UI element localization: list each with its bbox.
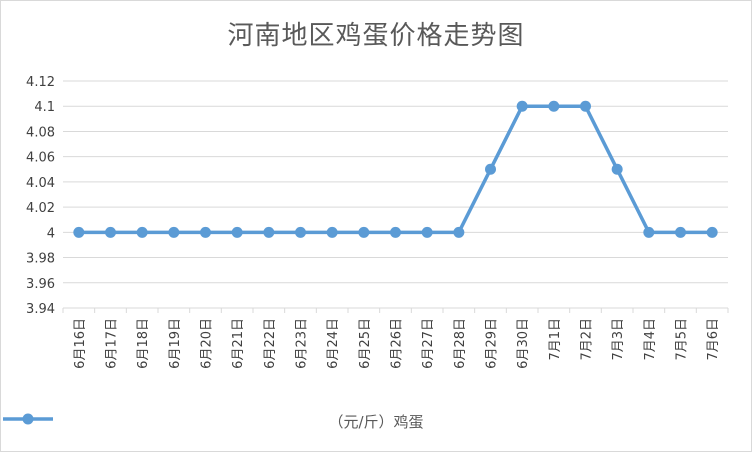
y-tick-label-6: 4.06	[26, 151, 55, 166]
x-tick-label-16: 7月2日	[580, 318, 595, 361]
data-point-15	[548, 100, 560, 112]
y-tick-label-4: 4.02	[26, 201, 55, 216]
x-tick-label-19: 7月5日	[675, 318, 690, 361]
x-tick-label-9: 6月25日	[358, 318, 373, 369]
data-point-3	[168, 226, 180, 238]
data-point-9	[358, 226, 370, 238]
data-point-1	[105, 226, 116, 238]
legend: （元/斤）鸡蛋	[1, 409, 751, 433]
legend-swatch	[3, 413, 53, 425]
data-point-13	[485, 163, 496, 175]
chart-title: 河南地区鸡蛋价格走势图	[227, 21, 525, 51]
y-tick-label-9: 4.12	[26, 75, 55, 90]
legend-label: （元/斤）鸡蛋	[328, 412, 424, 431]
x-tick-label-0: 6月16日	[73, 318, 88, 369]
x-tick-label-15: 7月1日	[548, 318, 563, 361]
y-tick-label-3: 4	[47, 226, 55, 241]
data-point-20	[706, 226, 718, 238]
x-tick-label-3: 6月19日	[168, 318, 183, 369]
x-tick-label-17: 7月3日	[611, 318, 626, 361]
y-tick-label-1: 3.96	[26, 277, 55, 292]
x-tick-label-7: 6月23日	[295, 318, 310, 369]
data-point-4	[200, 226, 211, 238]
x-tick-label-11: 6月27日	[421, 318, 436, 369]
data-point-7	[295, 226, 306, 238]
data-point-6	[263, 226, 275, 238]
data-point-12	[453, 226, 465, 238]
x-tick-label-2: 6月18日	[136, 318, 151, 369]
data-point-11	[421, 226, 433, 238]
x-tick-label-20: 7月6日	[706, 318, 721, 361]
data-point-17	[611, 163, 623, 175]
x-tick-label-1: 6月17日	[105, 318, 120, 369]
data-point-8	[326, 226, 338, 238]
data-point-2	[136, 226, 148, 238]
data-point-16	[580, 100, 591, 112]
x-tick-label-10: 6月26日	[390, 318, 405, 369]
y-tick-label-2: 3.98	[26, 252, 55, 267]
data-point-5	[231, 226, 243, 238]
x-tick-label-14: 6月30日	[516, 318, 531, 369]
data-point-18	[643, 226, 655, 238]
data-point-10	[390, 226, 401, 238]
x-tick-label-12: 6月28日	[453, 318, 468, 369]
x-tick-label-4: 6月20日	[200, 318, 215, 369]
y-tick-label-0: 3.94	[26, 302, 55, 317]
data-point-0	[73, 226, 85, 238]
x-tick-label-8: 6月24日	[326, 318, 341, 369]
data-point-19	[675, 226, 686, 238]
data-point-14	[516, 100, 528, 112]
y-tick-label-8: 4.1	[34, 100, 55, 115]
x-tick-label-13: 6月29日	[485, 318, 500, 369]
x-tick-label-6: 6月22日	[263, 318, 278, 369]
y-tick-label-7: 4.08	[26, 125, 55, 140]
x-tick-label-5: 6月21日	[231, 318, 246, 369]
y-tick-label-5: 4.04	[26, 176, 55, 191]
x-tick-label-18: 7月4日	[643, 318, 658, 361]
